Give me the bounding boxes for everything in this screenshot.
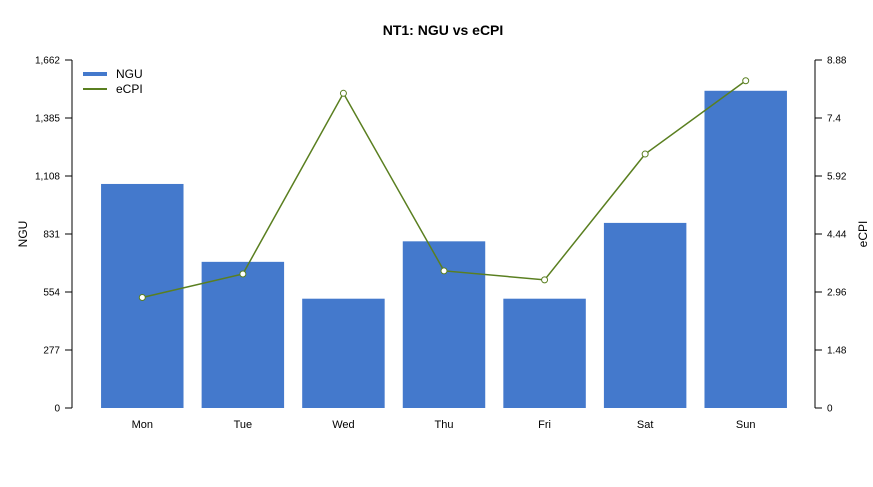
y-tick-label-right: 7.4	[827, 114, 841, 125]
y-tick-label-right: 1.48	[827, 346, 847, 357]
legend-label-ecpi: eCPI	[116, 82, 143, 96]
x-tick-label: Sat	[637, 419, 654, 431]
x-tick-label: Tue	[234, 419, 253, 431]
ecpi-point-tue	[239, 270, 247, 278]
y-axis-title-right: eCPI	[856, 221, 870, 248]
y-axis-title-left: NGU	[16, 221, 30, 248]
bar-sun	[704, 90, 787, 408]
chart-title: NT1: NGU vs eCPI	[383, 22, 504, 38]
bar-tue	[201, 261, 285, 408]
y-tick-label-left: 831	[43, 230, 60, 241]
y-tick-label-right: 2.96	[827, 288, 847, 299]
x-tick-label: Mon	[132, 419, 153, 431]
y-tick-label-right: 4.44	[827, 230, 847, 241]
y-tick-label-left: 277	[43, 346, 60, 357]
y-tick-label-left: 554	[43, 288, 60, 299]
y-tick-label-left: 1,385	[35, 114, 60, 125]
x-tick-label: Sun	[736, 419, 756, 431]
bar-fri	[503, 298, 586, 408]
ecpi-point-sun	[742, 77, 750, 85]
ecpi-point-wed	[339, 89, 347, 97]
y-tick-label-right: 8.88	[827, 56, 847, 67]
y-tick-label-left: 1,662	[35, 56, 60, 67]
line-layer	[138, 77, 750, 301]
ecpi-point-sat	[641, 150, 649, 158]
ecpi-point-fri	[541, 276, 549, 284]
x-tick-label: Thu	[435, 419, 454, 431]
bars-layer	[101, 90, 787, 408]
x-tick-label: Wed	[332, 419, 354, 431]
ecpi-point-mon	[138, 293, 146, 301]
bar-thu	[402, 241, 486, 408]
y-tick-label-right: 0	[827, 404, 833, 415]
legend-label-ngu: NGU	[116, 67, 143, 81]
y-tick-label-left: 1,108	[35, 172, 60, 183]
ecpi-point-thu	[440, 267, 448, 275]
bar-sat	[603, 222, 687, 408]
y-tick-label-right: 5.92	[827, 172, 847, 183]
y-tick-label-left: 0	[54, 404, 60, 415]
axes-layer: 0 0 277 1.48 554 2.96 831 4.44 1,108 5.92 1,385 7.4…	[35, 56, 847, 432]
legend: NGU eCPI	[83, 67, 143, 96]
bar-wed	[302, 298, 385, 408]
x-tick-label: Fri	[538, 419, 551, 431]
